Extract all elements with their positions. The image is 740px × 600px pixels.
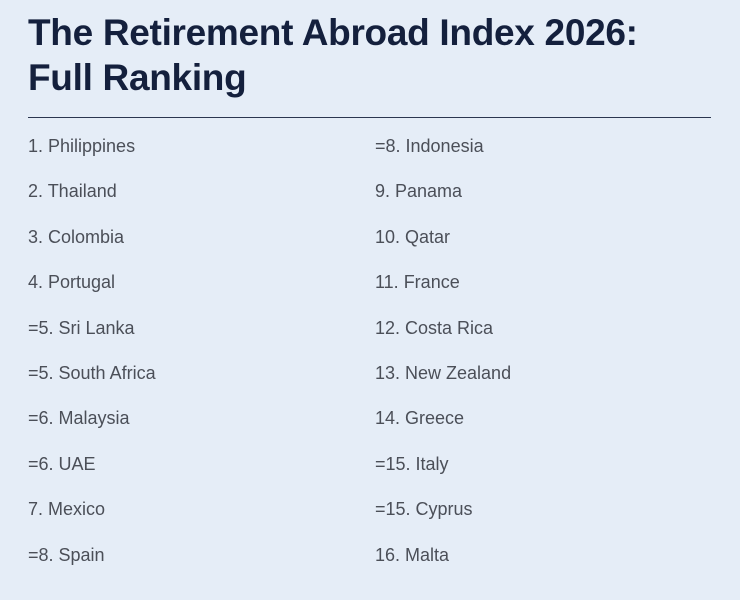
page-title: The Retirement Abroad Index 2026: Full R… [28, 10, 718, 100]
ranking-item: 4. Portugal [28, 272, 116, 293]
title-divider [28, 117, 711, 118]
ranking-item: 1. Philippines [28, 136, 136, 156]
ranking-column-right: =8. Indonesia 9. Panama 10. Qatar 11. Fr… [375, 125, 705, 579]
ranking-item: =6. UAE [28, 453, 96, 474]
ranking-item: 7. Mexico [28, 499, 106, 520]
ranking-item: 12. Costa Rica [375, 317, 494, 338]
ranking-item: 3. Colombia [28, 226, 125, 247]
ranking-item: 11. France [375, 272, 460, 293]
page-title-line-2: Full Ranking [28, 57, 247, 98]
ranking-item: 14. Greece [375, 408, 465, 429]
ranking-item: 13. New Zealand [375, 362, 512, 383]
ranking-item: =5. South Africa [28, 362, 156, 383]
ranking-column-left: 1. Philippines 2. Thailand 3. Colombia 4… [28, 125, 358, 579]
ranking-item: 2. Thailand [28, 181, 117, 202]
ranking-item: 10. Qatar [375, 226, 451, 247]
ranking-item: 9. Panama [375, 181, 463, 202]
ranking-item: 16. Malta [375, 544, 450, 565]
ranking-item: =15. Cyprus [375, 499, 473, 520]
page-title-line-1: The Retirement Abroad Index 2026: [28, 12, 638, 53]
ranking-item: =8. Indonesia [375, 136, 484, 156]
ranking-item: =6. Malaysia [28, 408, 130, 429]
ranking-item: =8. Spain [28, 544, 105, 565]
ranking-item: =5. Sri Lanka [28, 317, 135, 338]
ranking-item: =15. Italy [375, 453, 449, 474]
